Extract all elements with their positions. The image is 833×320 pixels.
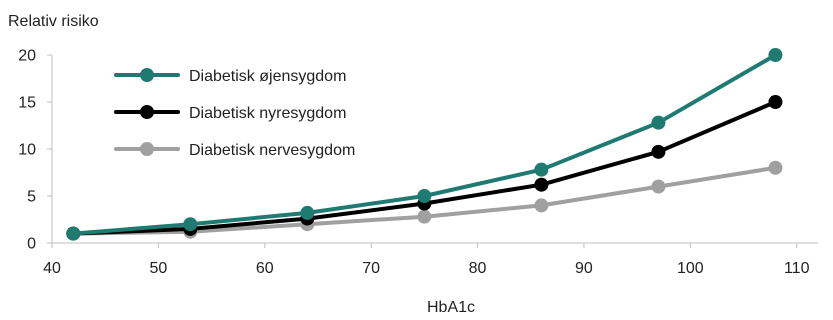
series-eye xyxy=(66,48,783,241)
legend-label: Diabetisk nervesygdom xyxy=(189,142,355,159)
data-point-kidney xyxy=(651,144,666,159)
x-axis-title: HbA1c xyxy=(427,299,475,316)
legend-swatch-marker xyxy=(140,142,154,156)
data-point-nerve xyxy=(651,179,666,194)
x-tick-label: 110 xyxy=(784,260,810,277)
data-point-nerve xyxy=(417,209,432,224)
y-tick-label: 15 xyxy=(18,95,36,112)
y-tick-label: 0 xyxy=(27,236,36,253)
data-point-eye xyxy=(417,189,432,203)
data-point-kidney xyxy=(768,95,783,109)
series-layer xyxy=(66,48,783,241)
data-point-eye xyxy=(66,226,81,241)
x-tick-label: 50 xyxy=(149,260,167,277)
y-tick-label: 5 xyxy=(27,189,36,206)
x-tick-label: 80 xyxy=(469,260,487,277)
x-axis-ticks: 40 50 60 70 80 90 100 110 xyxy=(43,243,810,277)
data-point-eye xyxy=(534,162,549,177)
data-point-nerve xyxy=(534,198,549,213)
y-tick-label: 20 xyxy=(18,48,36,65)
legend-entry-eye: Diabetisk øjensygdom xyxy=(114,68,346,85)
x-tick-label: 70 xyxy=(362,260,380,277)
data-point-eye xyxy=(768,48,783,62)
legend-entry-kidney: Diabetisk nyresygdom xyxy=(114,105,346,122)
legend-label: Diabetisk nyresygdom xyxy=(189,105,346,122)
legend-swatch-marker xyxy=(140,105,154,119)
y-axis-title: Relativ risiko xyxy=(8,13,99,30)
data-point-eye xyxy=(183,217,198,232)
legend-label: Diabetisk øjensygdom xyxy=(189,68,346,85)
legend: Diabetisk øjensygdom Diabetisk nyresygdom… xyxy=(114,68,355,159)
data-point-nerve xyxy=(768,160,783,175)
legend-swatch-marker xyxy=(140,68,154,82)
x-tick-label: 100 xyxy=(677,260,704,277)
x-tick-label: 40 xyxy=(43,260,61,277)
legend-entry-nerve: Diabetisk nervesygdom xyxy=(114,142,355,159)
data-point-eye xyxy=(300,205,315,220)
y-tick-label: 10 xyxy=(18,142,36,159)
x-tick-label: 60 xyxy=(256,260,274,277)
data-point-kidney xyxy=(534,177,549,192)
data-point-eye xyxy=(651,115,666,130)
x-tick-label: 90 xyxy=(575,260,593,277)
y-axis-ticks: 0 5 10 15 20 xyxy=(18,48,52,253)
